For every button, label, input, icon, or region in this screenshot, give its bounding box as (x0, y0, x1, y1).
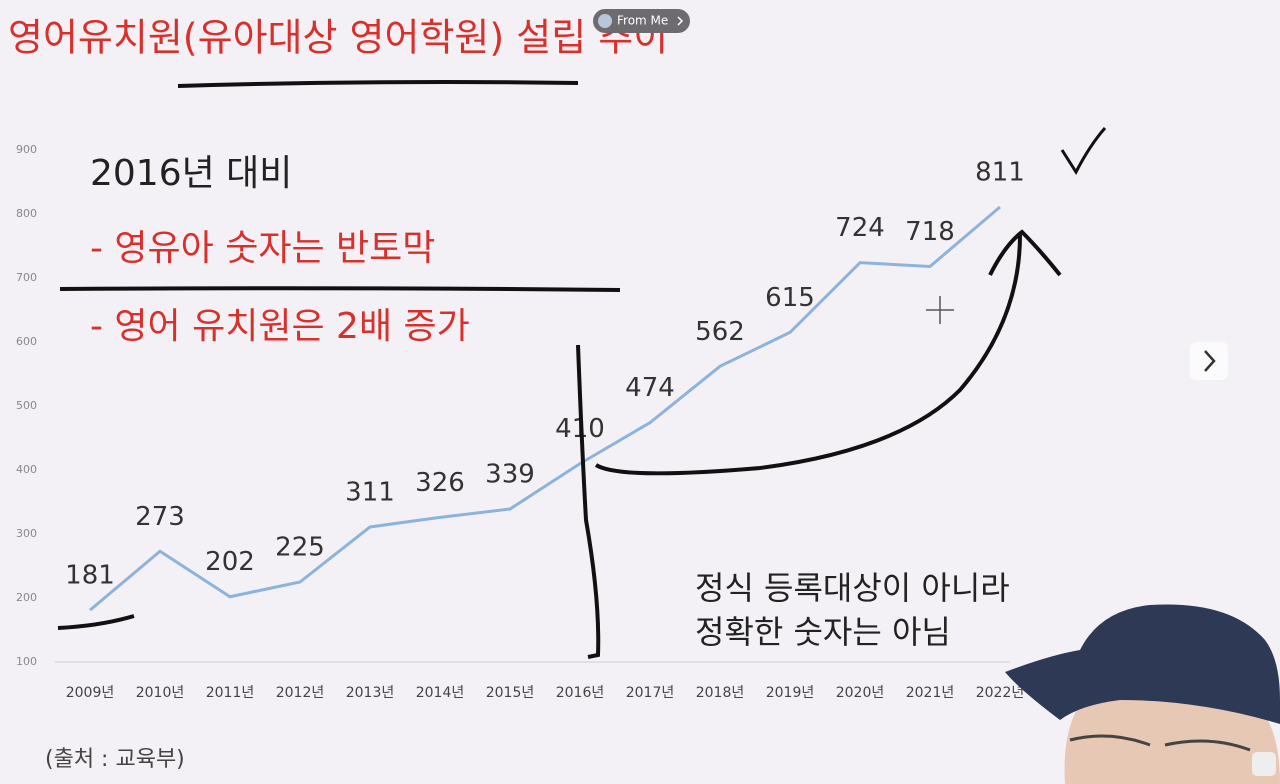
x-tick-label: 2016년 (556, 685, 605, 701)
x-tick-label: 2018년 (696, 685, 745, 701)
value-label: 562 (695, 317, 745, 347)
note: 2016년 대비 (90, 153, 292, 194)
ink-arrow (594, 229, 1062, 476)
note: 정확한 숫자는 아님 (695, 613, 951, 651)
y-tick-label: 200 (16, 591, 37, 604)
badge-label: From Me (617, 14, 668, 28)
ink-line (59, 286, 621, 292)
x-tick-label: 2013년 (346, 685, 395, 701)
badge-chevron (677, 16, 684, 26)
x-tick-label: 2020년 (836, 685, 885, 701)
data-line (89, 205, 1001, 612)
x-tick-label: 2014년 (416, 685, 465, 701)
value-label: 811 (975, 157, 1025, 187)
ink-stroke (57, 614, 135, 630)
ink-brace (576, 344, 601, 659)
value-label: 326 (415, 468, 465, 498)
x-tick-label: 2017년 (626, 685, 675, 701)
y-tick-label: 700 (16, 271, 37, 284)
next-icon (1204, 350, 1216, 372)
x-tick-label: 2010년 (136, 685, 185, 701)
y-tick-label: 400 (16, 463, 37, 476)
value-label: 724 (835, 213, 885, 243)
note: - 영유아 숫자는 반토막 (90, 228, 435, 269)
note: - 영어 유치원은 2배 증가 (90, 306, 470, 347)
chart-title: 영어유치원(유아대상 영어학원) 설립 추이 (8, 16, 668, 60)
badge[interactable] (593, 9, 690, 33)
x-tick-label: 2019년 (766, 685, 815, 701)
ink-check (1060, 127, 1107, 176)
note: 정식 등록대상이 아니라 (695, 569, 1010, 607)
value-label: 225 (275, 533, 325, 563)
x-tick-label: 2011년 (206, 685, 255, 701)
next-button[interactable] (1190, 342, 1228, 380)
y-tick-label: 100 (16, 655, 37, 668)
y-tick-label: 900 (16, 143, 37, 156)
presenter (1005, 604, 1280, 784)
value-label: 339 (485, 460, 535, 490)
y-tick-label: 500 (16, 399, 37, 412)
value-label: 311 (345, 477, 395, 507)
source: (출처 : 교육부) (45, 747, 185, 772)
avatar (598, 14, 612, 28)
x-tick-label: 2012년 (276, 685, 325, 701)
x-tick-label: 2021년 (906, 685, 955, 701)
value-label: 474 (625, 373, 675, 403)
value-label: 181 (65, 561, 115, 591)
x-tick-label: 2015년 (486, 685, 535, 701)
plot: 100 200 300 400 500 600 700 800 900 2009년 181 2010년… (16, 143, 1025, 701)
x-tick-label: 2009년 (66, 685, 115, 701)
value-label: 718 (905, 217, 955, 247)
scan-button[interactable] (1252, 752, 1276, 776)
value-label: 273 (135, 502, 185, 532)
x-tick-label: 2022년 (976, 685, 1025, 701)
value-label: 202 (205, 547, 255, 577)
value-label: 615 (765, 283, 815, 313)
y-tick-label: 300 (16, 527, 37, 540)
y-tick-label: 600 (16, 335, 37, 348)
cursor (926, 296, 954, 324)
ink-underline (177, 80, 579, 88)
y-tick-label: 800 (16, 207, 37, 220)
